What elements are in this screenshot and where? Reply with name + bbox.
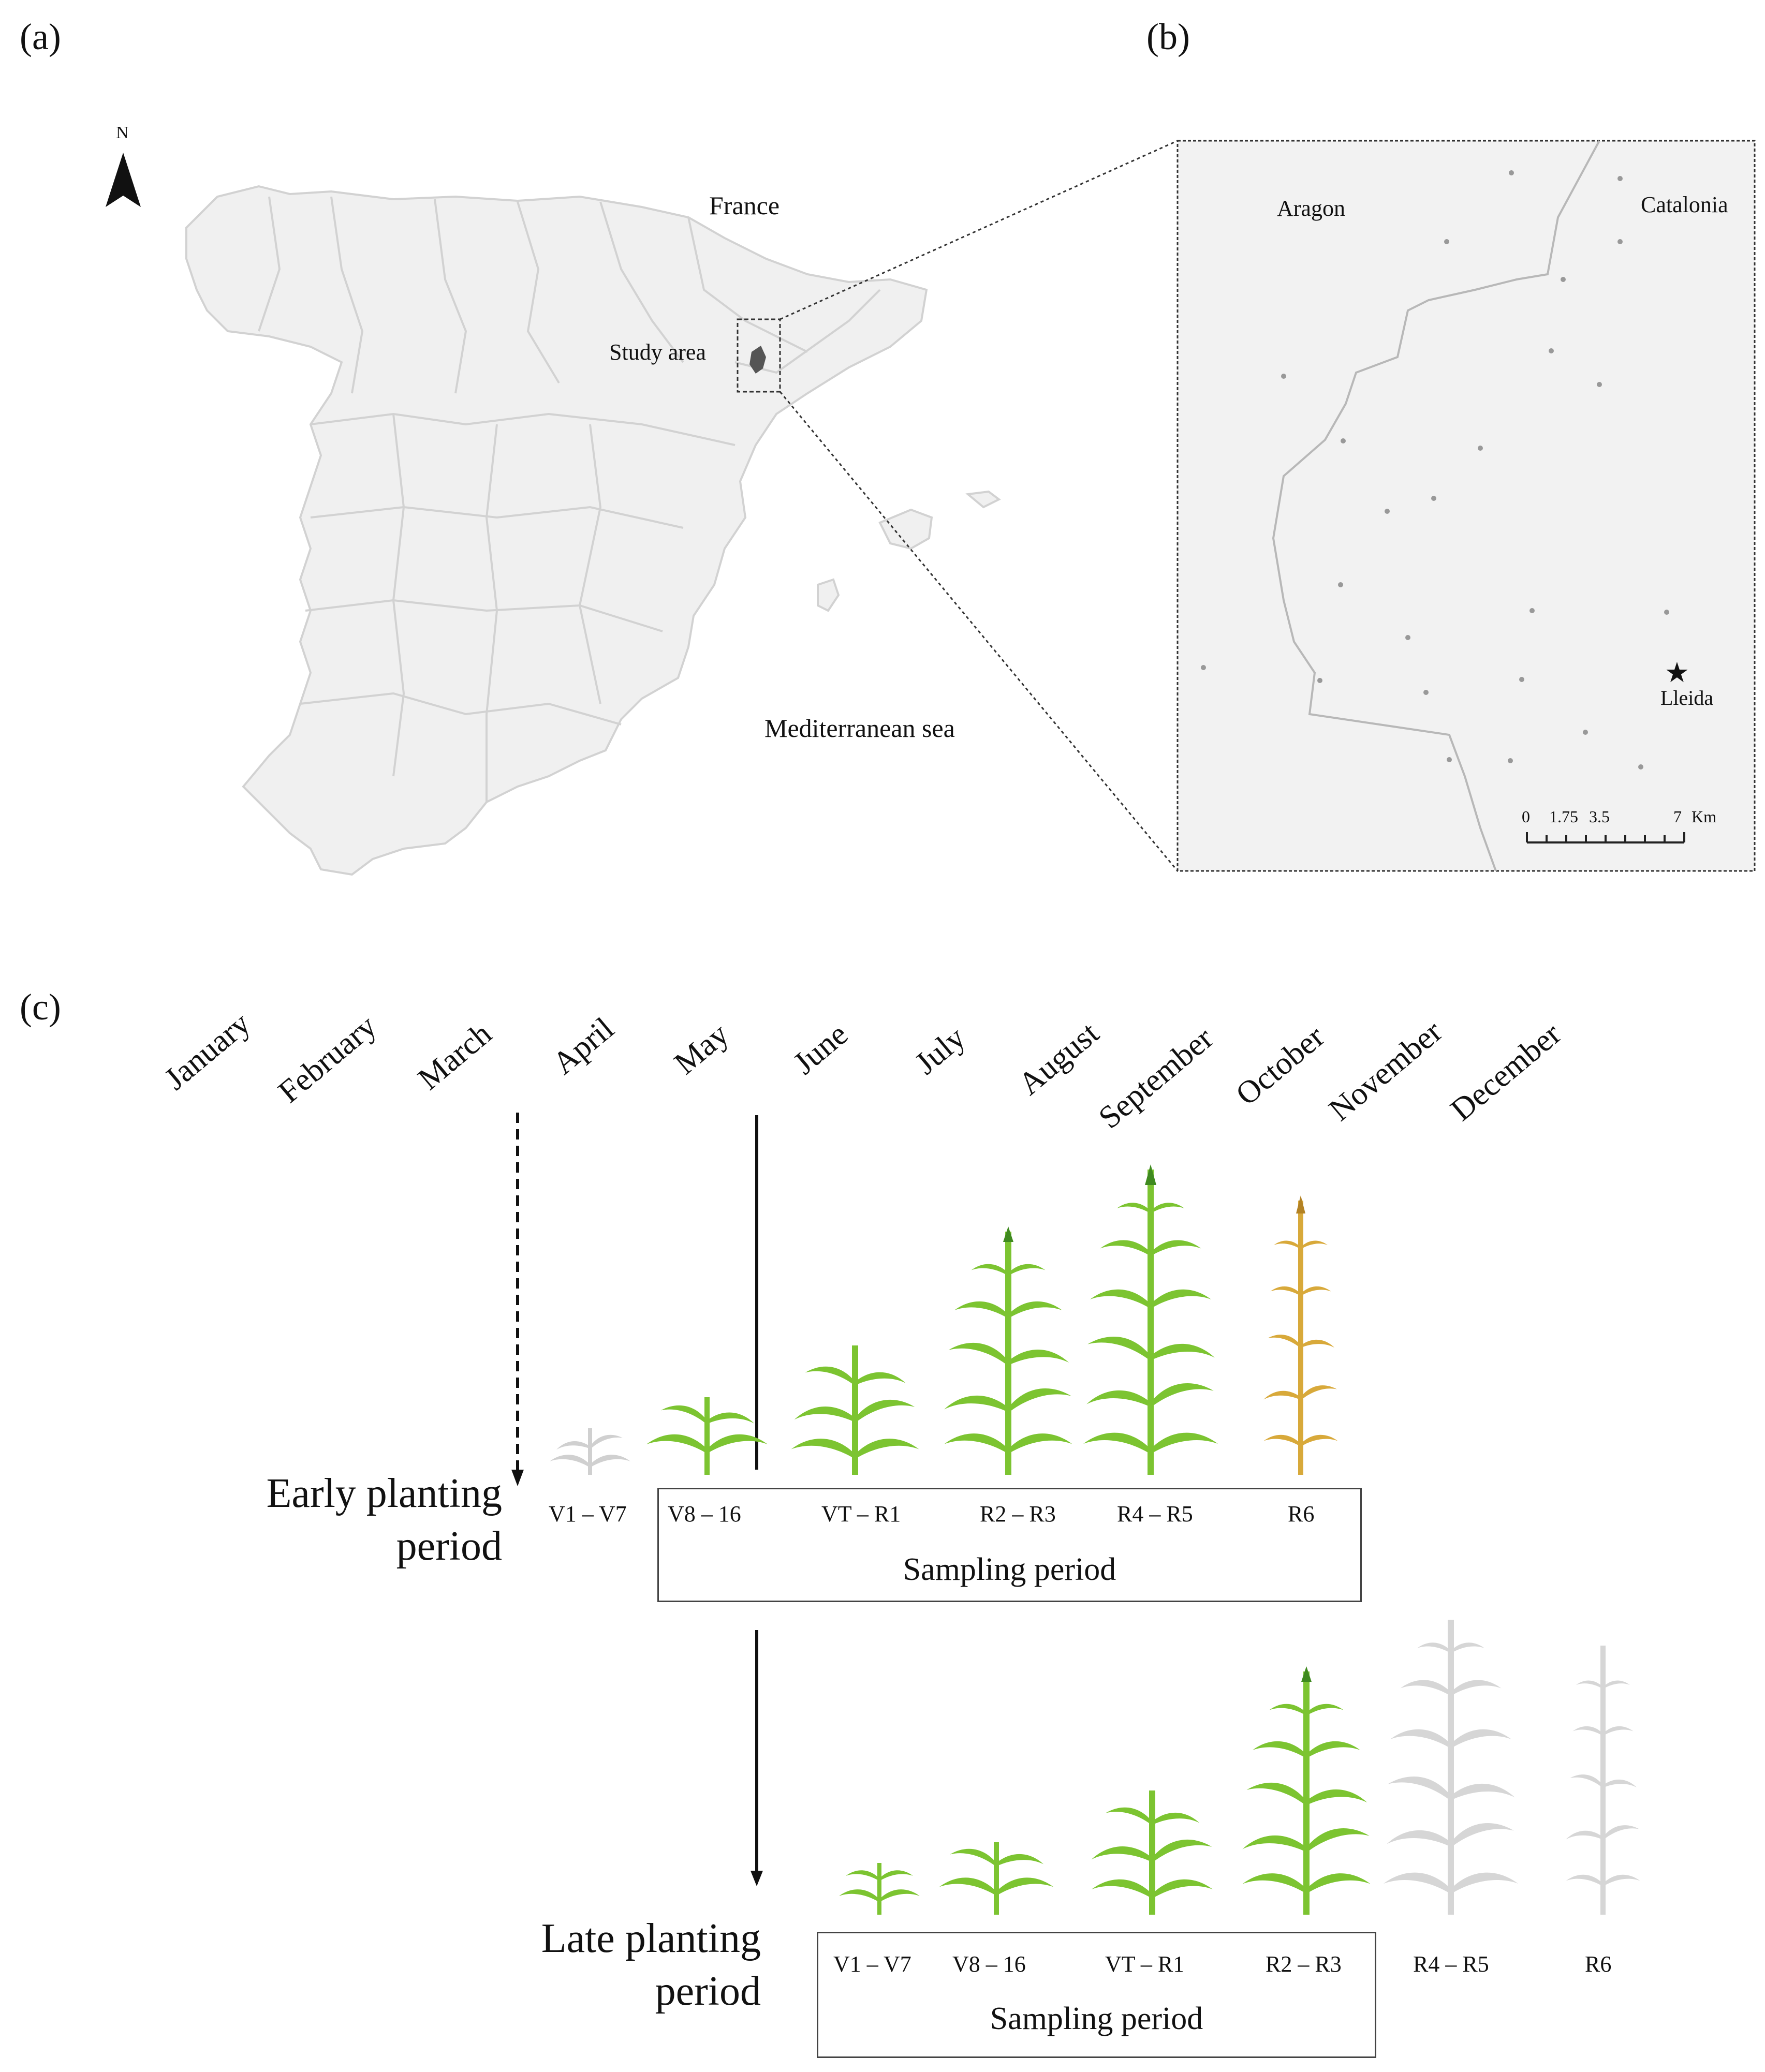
study-area-label: Study area: [609, 339, 706, 365]
study-area-box: [737, 318, 781, 393]
late-plant-v1-v7: [839, 1863, 920, 1915]
early-plant-r4-r5: [1083, 1164, 1218, 1475]
early-sampling-box: Sampling period: [657, 1488, 1362, 1602]
late-stage-r6: R6: [1585, 1951, 1612, 1977]
early-plant-v8-16: [646, 1397, 768, 1475]
scale-tick-3: 7: [1673, 807, 1682, 826]
late-plant-r4-r5: [1384, 1620, 1518, 1915]
panel-label-b: (b): [1146, 16, 1190, 57]
early-stage-r2-r3: R2 – R3: [980, 1501, 1056, 1527]
early-stage-v8-16: V8 – 16: [668, 1501, 741, 1527]
spain-map: [185, 185, 928, 876]
zoom-line-top: [779, 140, 1178, 320]
late-sampling-box: Sampling period: [817, 1932, 1376, 2058]
late-plant-r6: [1565, 1646, 1640, 1915]
late-stage-v1-v7: V1 – V7: [833, 1951, 911, 1977]
scale-bar: [1526, 832, 1685, 843]
sampling-points: [1201, 170, 1669, 769]
zoom-line-bottom: [779, 391, 1179, 871]
scale-unit: Km: [1692, 807, 1716, 826]
late-stage-r4-r5: R4 – R5: [1413, 1951, 1489, 1977]
sea-label: Mediterranean sea: [764, 714, 955, 743]
panel-label-a: (a): [20, 16, 61, 57]
late-stage-r2-r3: R2 – R3: [1266, 1951, 1342, 1977]
lleida-star-icon: ★: [1665, 656, 1689, 689]
scale-tick-2: 3.5: [1589, 807, 1610, 826]
lleida-label: Lleida: [1660, 686, 1714, 709]
catalonia-label: Catalonia: [1641, 192, 1728, 217]
early-stage-vt-r1: VT – R1: [821, 1501, 901, 1527]
early-plant-vt-r1: [791, 1345, 919, 1475]
study-area-shape: [749, 346, 766, 374]
late-stage-v8-16: V8 – 16: [952, 1951, 1026, 1977]
north-label: N: [116, 123, 129, 142]
late-sampling-label: Sampling period: [990, 2001, 1203, 2036]
early-plant-r6: [1262, 1195, 1338, 1475]
late-stage-vt-r1: VT – R1: [1105, 1951, 1185, 1977]
panel-label-c: (c): [20, 986, 61, 1028]
early-period-label: Early planting period: [223, 1467, 502, 1573]
early-sampling-label: Sampling period: [903, 1552, 1116, 1587]
north-arrow-icon: [106, 153, 141, 207]
scale-tick-0: 0: [1522, 807, 1530, 826]
early-stage-r6: R6: [1288, 1501, 1315, 1527]
early-period-line2: period: [396, 1523, 502, 1570]
early-period-line1: Early planting: [266, 1471, 502, 1516]
late-plant-v8-16: [939, 1842, 1054, 1915]
region-border: [1272, 140, 1600, 871]
scale-tick-1: 1.75: [1549, 807, 1578, 826]
late-arrow-head-icon: [751, 1871, 763, 1886]
balearic-islands: [817, 490, 1001, 612]
early-arrow-head-icon: [511, 1470, 524, 1486]
early-stage-v1-v7: V1 – V7: [549, 1501, 627, 1527]
france-label: France: [709, 191, 780, 220]
inset-map-frame: [1176, 140, 1756, 872]
early-plant-r2-r3: [943, 1226, 1072, 1475]
late-plant-vt-r1: [1090, 1790, 1213, 1915]
late-period-line1: Late planting: [541, 1916, 761, 1961]
late-period-line2: period: [655, 1969, 761, 2015]
early-plant-v1-v7: [550, 1428, 630, 1475]
aragon-label: Aragon: [1277, 196, 1345, 221]
late-period-label: Late planting period: [481, 1912, 761, 2018]
early-stage-r4-r5: R4 – R5: [1117, 1501, 1193, 1527]
late-plant-r2-r3: [1241, 1666, 1371, 1915]
